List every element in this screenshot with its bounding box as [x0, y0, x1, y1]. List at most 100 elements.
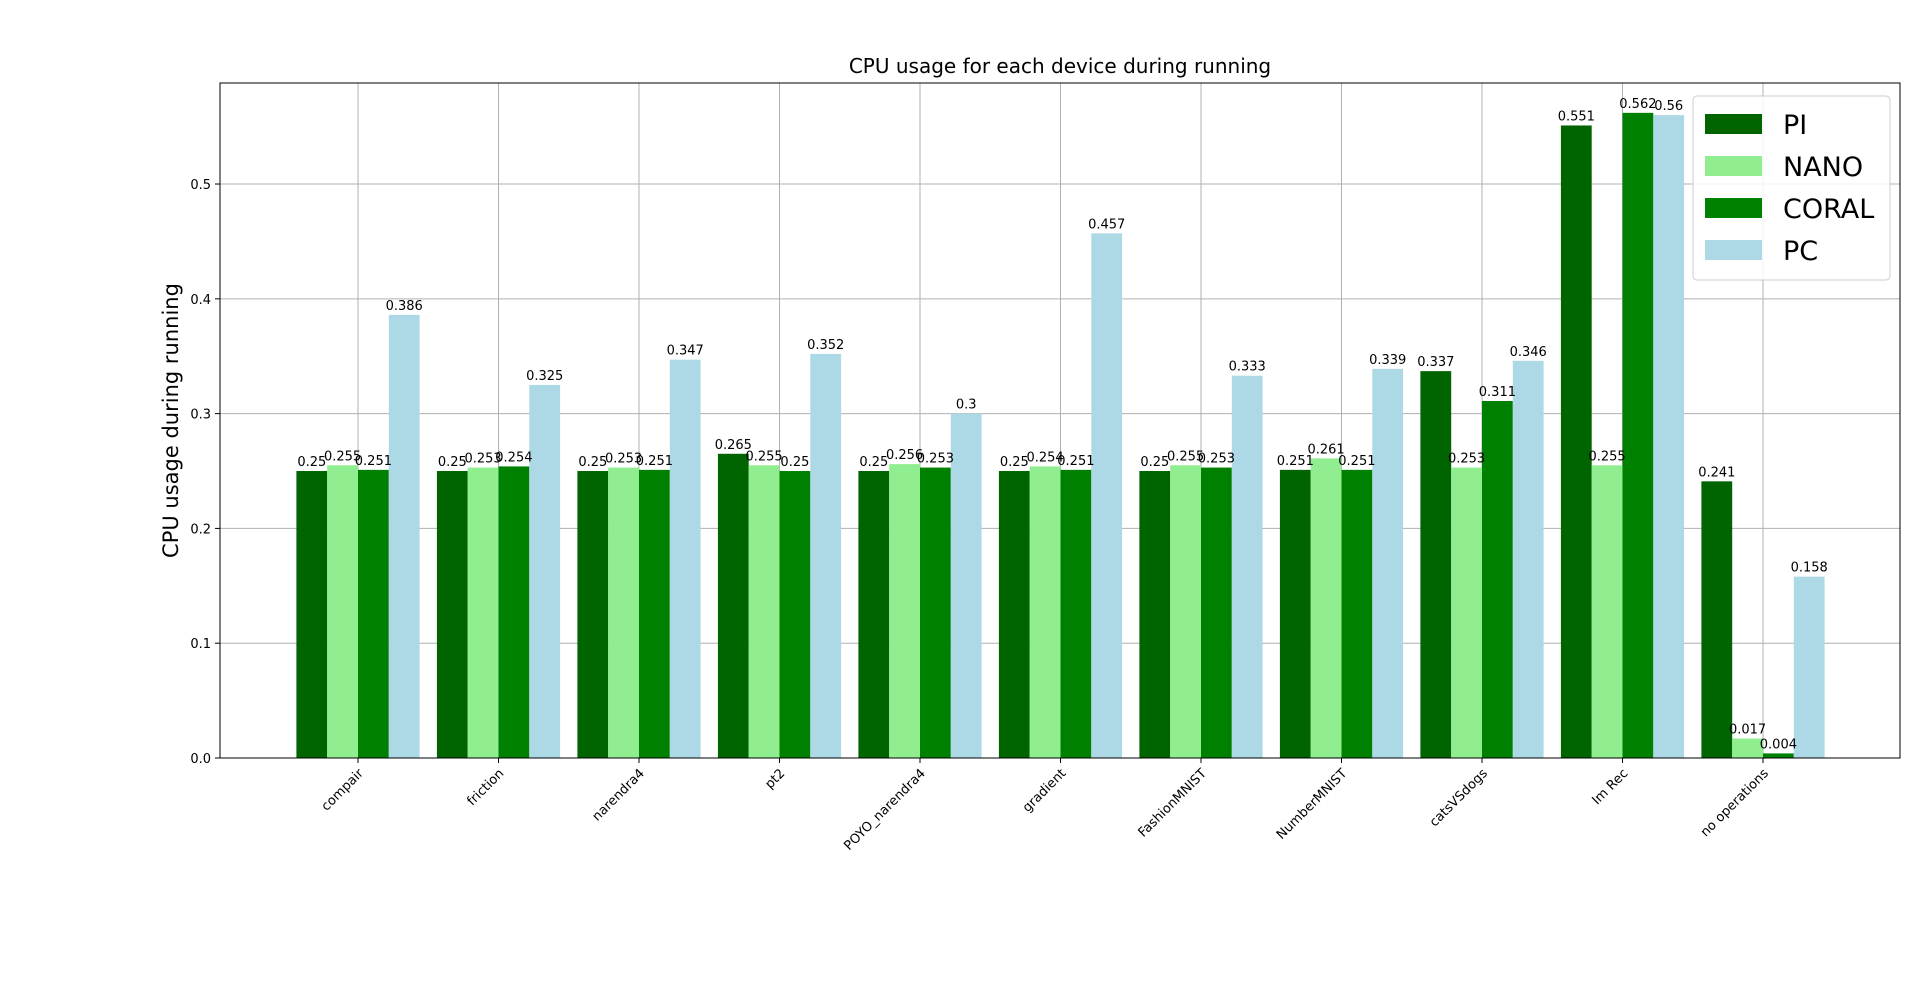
legend-swatch-pi	[1705, 114, 1762, 134]
x-tick-label: NumberMNIST	[1274, 766, 1351, 843]
bar-pi	[436, 471, 468, 758]
bar-value-label: 0.158	[1791, 561, 1828, 576]
bar-nano	[889, 464, 920, 758]
bar-coral	[1060, 469, 1092, 758]
bar-pc	[1512, 360, 1544, 758]
y-tick-label: 0.3	[190, 408, 211, 423]
bar-value-label: 0.3	[956, 398, 977, 413]
bar-pi	[1701, 481, 1733, 758]
bar-pc	[810, 353, 842, 758]
bar-coral	[1763, 753, 1794, 758]
y-tick-label: 0.5	[190, 178, 211, 193]
bar-coral	[920, 467, 951, 758]
bar-value-label: 0.253	[1448, 452, 1485, 467]
bar-pc	[1231, 375, 1263, 758]
bar-value-label: 0.255	[324, 449, 361, 464]
bar-pc	[1793, 576, 1825, 758]
bar-value-label: 0.255	[745, 449, 782, 464]
legend-box	[1692, 95, 1891, 281]
x-tick-label: pt2	[762, 766, 788, 792]
bar-nano	[467, 467, 499, 758]
y-axis-label: CPU usage during running	[159, 283, 183, 558]
bar-value-label: 0.56	[1654, 99, 1683, 114]
x-tick-label: Im Rec	[1589, 766, 1631, 808]
bar-value-label: 0.265	[715, 438, 752, 453]
bar-value-label: 0.017	[1729, 722, 1766, 737]
bar-coral	[639, 469, 670, 758]
bar-value-label: 0.251	[1277, 454, 1314, 469]
y-tick-label: 0.1	[190, 637, 211, 652]
bar-nano	[1170, 465, 1201, 758]
bar-value-label: 0.25	[438, 455, 467, 470]
legend-label-pi: PI	[1783, 110, 1807, 141]
x-tick-label: POYO_narendra4	[841, 766, 928, 853]
bar-nano	[1310, 458, 1342, 758]
bar-value-label: 0.004	[1760, 737, 1797, 752]
y-tick-label: 0.0	[190, 752, 211, 767]
bar-value-label: 0.346	[1510, 345, 1547, 360]
bar-value-label: 0.337	[1417, 355, 1454, 370]
bar-pc	[950, 413, 982, 758]
x-tick-label: compair	[319, 766, 368, 815]
bar-pi	[1560, 125, 1592, 758]
bar-coral	[1201, 467, 1232, 758]
bar-value-label: 0.347	[667, 344, 704, 359]
bar-value-label: 0.25	[297, 455, 326, 470]
x-tick-label: narendra4	[590, 766, 648, 824]
x-tick-label: FashionMNIST	[1136, 766, 1210, 840]
bar-nano	[1029, 466, 1061, 758]
bar-nano	[327, 465, 358, 758]
bar-value-label: 0.255	[1588, 449, 1625, 464]
bar-value-label: 0.25	[859, 455, 888, 470]
bar-coral	[779, 471, 811, 758]
bar-value-label: 0.251	[636, 454, 673, 469]
bar-coral	[1482, 400, 1513, 758]
legend: PI NANO CORAL PC	[1692, 95, 1891, 281]
bar-pi	[296, 471, 328, 758]
bar-coral	[1622, 112, 1654, 759]
bar-pi	[858, 471, 890, 758]
legend-label-pc: PC	[1783, 236, 1818, 267]
bars	[296, 112, 1825, 759]
y-tick-label: 0.4	[190, 293, 211, 308]
bar-pi	[577, 471, 609, 758]
bar-value-label: 0.25	[1000, 455, 1029, 470]
bar-value-label: 0.311	[1479, 385, 1516, 400]
bar-nano	[1591, 465, 1623, 758]
legend-swatch-coral	[1705, 198, 1762, 218]
bar-value-label: 0.261	[1307, 442, 1344, 457]
bar-value-label: 0.254	[495, 450, 532, 465]
bar-value-label: 0.251	[1338, 454, 1375, 469]
bar-value-label: 0.253	[464, 452, 501, 467]
bar-nano	[1451, 467, 1482, 758]
legend-label-coral: CORAL	[1783, 194, 1874, 225]
bar-value-label: 0.457	[1088, 217, 1125, 232]
bar-coral	[1341, 469, 1373, 758]
bar-pc	[529, 384, 561, 758]
bar-value-label: 0.339	[1369, 353, 1406, 368]
bar-pi	[717, 453, 749, 758]
bar-coral	[358, 469, 389, 758]
legend-label-nano: NANO	[1783, 152, 1863, 183]
x-tick-label: gradient	[1020, 766, 1069, 815]
bar-pi	[998, 471, 1030, 758]
bar-value-label: 0.253	[605, 452, 642, 467]
x-tick-label: friction	[464, 766, 507, 809]
bar-coral	[498, 466, 530, 758]
bar-pi	[1420, 371, 1452, 758]
bar-value-labels: 0.25 0.25 0.25 0.265 0.25 0.25 0.25 0.251 0.337 0…	[297, 97, 1827, 753]
bar-value-label: 0.386	[386, 299, 423, 314]
bar-pi	[1139, 471, 1171, 758]
bar-value-label: 0.254	[1026, 450, 1063, 465]
bar-value-label: 0.253	[1198, 452, 1235, 467]
bar-pc	[1091, 233, 1123, 758]
y-tick-label: 0.2	[190, 522, 211, 537]
bar-value-label: 0.25	[780, 455, 809, 470]
bar-value-label: 0.551	[1558, 109, 1595, 124]
bar-pc	[1653, 115, 1685, 758]
x-tick-label: no operations	[1698, 766, 1772, 840]
bar-value-label: 0.253	[917, 452, 954, 467]
bar-value-label: 0.25	[578, 455, 607, 470]
bar-pc	[1372, 368, 1404, 758]
